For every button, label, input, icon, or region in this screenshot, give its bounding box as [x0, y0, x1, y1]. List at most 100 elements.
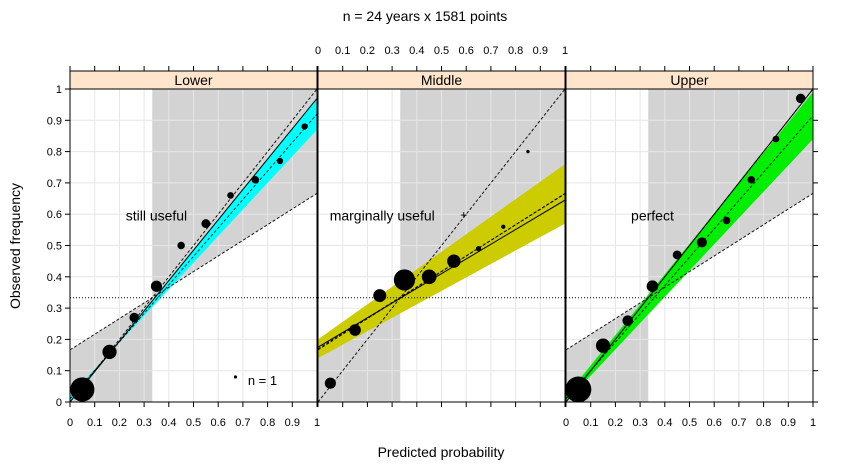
- x-tick-label: 0.4: [657, 417, 672, 429]
- data-point: [177, 241, 185, 250]
- data-point: [373, 289, 387, 303]
- data-point: [349, 324, 361, 336]
- panel-upper: perfect Upper 0 0.1 0.2 0.3 0.4 0.5 0.6 0.7 0.8 0.9…: [563, 66, 816, 429]
- panel-annotation: still useful: [126, 207, 187, 223]
- data-point: [70, 377, 95, 402]
- y-tick-label: 0.2: [47, 334, 62, 346]
- data-point: [722, 216, 731, 225]
- band-centre-line: [318, 193, 565, 350]
- x-tick-label: 1: [810, 417, 816, 429]
- panels-group: still useful n = 1 Lower 0 0.1 0.2 0.3 0.4 0.5 0.…: [47, 45, 818, 429]
- data-point: [421, 269, 437, 285]
- x-tick-label: 0.5: [186, 417, 201, 429]
- data-point: [646, 280, 659, 292]
- panel-lower: still useful n = 1 Lower 0 0.1 0.2 0.3 0.4 0.5 0.…: [67, 66, 320, 429]
- x-tick-label: 0.1: [87, 417, 102, 429]
- data-point: [276, 157, 284, 165]
- perfect-reliability-line: [318, 89, 565, 402]
- y-tick-label: 0.1: [47, 366, 62, 378]
- x-tick-label: 0.2: [608, 417, 623, 429]
- no-skill-line: [566, 193, 813, 351]
- y-tick-label: 0.4: [47, 272, 62, 284]
- data-point: [696, 237, 707, 248]
- x-tick-label: 0.9: [285, 417, 300, 429]
- x-tick-label-top: 0.3: [384, 45, 399, 57]
- x-tick-label-top: 0.7: [483, 45, 498, 57]
- x-tick-label-top: 1: [562, 45, 568, 57]
- y-tick-label: 0.7: [47, 178, 62, 190]
- x-tick-label: 0.4: [161, 417, 176, 429]
- x-tick-label-top: 0.8: [508, 45, 523, 57]
- data-point: [301, 123, 308, 130]
- data-point: [393, 269, 416, 291]
- panel-middle: marginally useful + Middle 0 0.1 0.2 0.3 0.4 0.5…: [315, 45, 568, 407]
- chart-title: n = 24 years x 1581 points: [343, 8, 508, 24]
- data-point: [595, 338, 611, 353]
- data-point: [251, 176, 259, 184]
- data-point: [150, 280, 163, 292]
- data-point: [201, 219, 211, 229]
- x-tick-label: 0.6: [211, 417, 226, 429]
- panel-plot-area: [70, 89, 317, 402]
- x-tick-label: 0.8: [260, 417, 275, 429]
- data-point: [566, 376, 592, 402]
- size-legend-point: [233, 375, 238, 379]
- data-point: [501, 224, 506, 229]
- data-point: [227, 192, 234, 199]
- x-tick-label-top: 0.9: [533, 45, 548, 57]
- x-tick-label-top: 0.6: [459, 45, 474, 57]
- data-point: [475, 246, 482, 252]
- x-tick-label: 0.3: [632, 417, 647, 429]
- data-point: [622, 315, 634, 326]
- no-skill-line: [70, 193, 317, 351]
- data-point: [129, 312, 139, 323]
- panel-plot-area: [566, 89, 813, 402]
- y-tick-label: 0.6: [47, 209, 62, 221]
- x-tick-label: 0.9: [781, 417, 796, 429]
- y-tick-label: 0.8: [47, 147, 62, 159]
- y-tick-label: 0.3: [47, 303, 62, 315]
- marker-plus: +: [460, 208, 467, 222]
- fit-line: [318, 199, 565, 348]
- data-point: [102, 344, 117, 360]
- data-point: [324, 377, 336, 389]
- confidence-band: [318, 164, 565, 359]
- x-tick-label-top: 0.2: [360, 45, 375, 57]
- panel-strip-label: Middle: [421, 72, 462, 88]
- x-tick-label-top: 0.1: [335, 45, 350, 57]
- x-tick-label: 0.6: [707, 417, 722, 429]
- size-legend-label: n = 1: [248, 373, 277, 388]
- x-tick-label: 0.5: [682, 417, 697, 429]
- data-point: [747, 176, 755, 184]
- x-tick-label-top: 0: [315, 45, 321, 57]
- panel-plot-area: [318, 89, 565, 402]
- x-tick-label-top: 0.4: [409, 45, 424, 57]
- x-tick-label: 0: [563, 417, 569, 429]
- data-point: [772, 135, 780, 143]
- y-tick-label: 1: [56, 84, 62, 96]
- x-tick-label: 0.8: [756, 417, 771, 429]
- data-point: [795, 93, 806, 104]
- data-point: [526, 149, 530, 154]
- x-tick-label: 0: [67, 417, 73, 429]
- x-tick-label: 0.2: [112, 417, 127, 429]
- band-centre-line: [566, 115, 813, 400]
- x-tick-label: 1: [314, 417, 320, 429]
- x-tick-label: 0.7: [731, 417, 746, 429]
- panel-annotation: perfect: [631, 207, 674, 223]
- y-tick-label: 0.5: [47, 241, 62, 253]
- panel-strip-label: Lower: [174, 72, 212, 88]
- x-tick-label: 0.1: [583, 417, 598, 429]
- x-tick-label: 0.7: [235, 417, 250, 429]
- y-tick-label: 0.9: [47, 115, 62, 127]
- y-tick-label: 0: [56, 397, 62, 409]
- x-axis-label: Predicted probability: [378, 444, 505, 460]
- x-tick-label: 0.3: [136, 417, 151, 429]
- y-axis-label: Observed frequency: [7, 183, 23, 309]
- data-point: [672, 250, 682, 260]
- x-tick-label-top: 0.5: [434, 45, 449, 57]
- panel-strip-label: Upper: [670, 72, 708, 88]
- panel-annotation: marginally useful: [330, 207, 435, 223]
- data-point: [447, 254, 461, 268]
